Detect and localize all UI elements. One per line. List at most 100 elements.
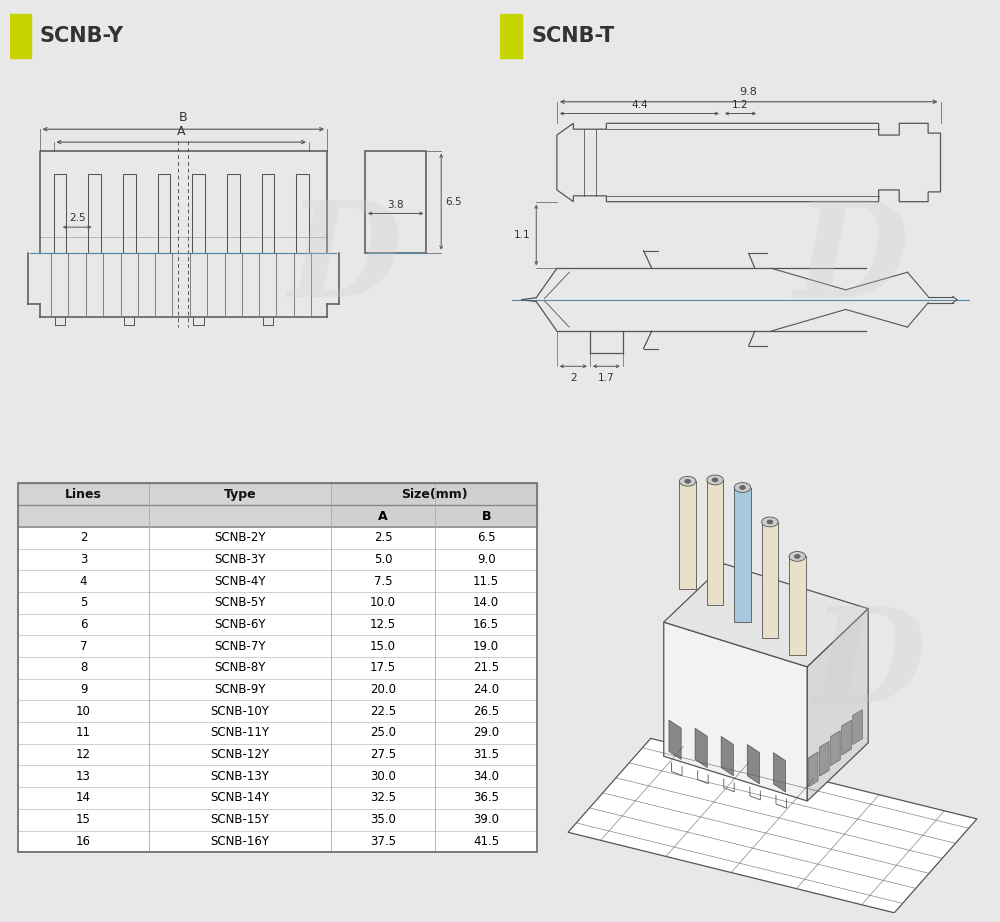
Bar bbox=[365, 151, 426, 253]
Bar bbox=[18, 701, 537, 722]
Text: 9.8: 9.8 bbox=[740, 87, 758, 97]
Bar bbox=[18, 765, 537, 787]
Bar bbox=[192, 174, 205, 253]
Bar bbox=[18, 657, 537, 679]
Text: 16: 16 bbox=[76, 834, 91, 848]
Polygon shape bbox=[721, 737, 733, 775]
Text: D: D bbox=[288, 196, 402, 325]
Text: 5.0: 5.0 bbox=[374, 553, 392, 566]
Bar bbox=[18, 549, 537, 570]
Bar bbox=[500, 15, 522, 57]
Text: 19.0: 19.0 bbox=[473, 640, 499, 653]
Bar bbox=[734, 488, 751, 621]
Text: 14.0: 14.0 bbox=[473, 597, 499, 609]
Text: SCNB-16Y: SCNB-16Y bbox=[211, 834, 270, 848]
Polygon shape bbox=[808, 751, 818, 786]
Polygon shape bbox=[773, 752, 786, 792]
Text: 10.0: 10.0 bbox=[370, 597, 396, 609]
Polygon shape bbox=[664, 564, 868, 667]
Text: SCNB-4Y: SCNB-4Y bbox=[214, 574, 266, 587]
Bar bbox=[262, 174, 274, 253]
Bar bbox=[18, 744, 537, 765]
Text: 17.5: 17.5 bbox=[370, 661, 396, 674]
Bar bbox=[18, 614, 537, 635]
Text: SCNB-9Y: SCNB-9Y bbox=[214, 683, 266, 696]
Text: 12: 12 bbox=[76, 748, 91, 761]
Text: 25.0: 25.0 bbox=[370, 727, 396, 739]
Text: 30.0: 30.0 bbox=[370, 770, 396, 783]
Text: 7: 7 bbox=[80, 640, 87, 653]
Text: A: A bbox=[378, 510, 388, 523]
Bar bbox=[789, 556, 806, 655]
Text: 8: 8 bbox=[80, 661, 87, 674]
Text: 34.0: 34.0 bbox=[473, 770, 499, 783]
Text: 20.0: 20.0 bbox=[370, 683, 396, 696]
Polygon shape bbox=[820, 741, 829, 776]
Bar bbox=[331, 505, 435, 526]
Text: 6: 6 bbox=[80, 618, 87, 631]
Text: 36.5: 36.5 bbox=[473, 791, 499, 805]
Ellipse shape bbox=[679, 477, 696, 486]
Bar bbox=[296, 174, 309, 253]
Text: B: B bbox=[179, 112, 188, 124]
Text: 2.5: 2.5 bbox=[69, 213, 86, 223]
Text: SCNB-10Y: SCNB-10Y bbox=[211, 704, 269, 717]
Text: 9: 9 bbox=[80, 683, 87, 696]
Text: 29.0: 29.0 bbox=[473, 727, 499, 739]
Polygon shape bbox=[807, 609, 868, 801]
Bar bbox=[88, 174, 101, 253]
Polygon shape bbox=[664, 622, 807, 801]
Text: A: A bbox=[177, 125, 185, 138]
Text: 24.0: 24.0 bbox=[473, 683, 499, 696]
Text: D: D bbox=[811, 602, 925, 731]
Bar bbox=[227, 174, 240, 253]
Text: 35.0: 35.0 bbox=[370, 813, 396, 826]
Polygon shape bbox=[669, 720, 681, 760]
Bar bbox=[331, 483, 537, 505]
Text: 1.2: 1.2 bbox=[732, 100, 749, 110]
Text: 2: 2 bbox=[80, 531, 87, 544]
Text: 15.0: 15.0 bbox=[370, 640, 396, 653]
Bar bbox=[18, 809, 537, 831]
Bar bbox=[762, 522, 778, 638]
Text: 4.4: 4.4 bbox=[631, 100, 648, 110]
Text: SCNB-14Y: SCNB-14Y bbox=[211, 791, 270, 805]
Text: 13: 13 bbox=[76, 770, 91, 783]
Bar bbox=[18, 635, 537, 657]
Ellipse shape bbox=[740, 486, 745, 490]
Text: 31.5: 31.5 bbox=[473, 748, 499, 761]
Polygon shape bbox=[747, 744, 759, 784]
Bar bbox=[18, 787, 537, 809]
Text: 2.5: 2.5 bbox=[374, 531, 392, 544]
Text: 10: 10 bbox=[76, 704, 91, 717]
Bar bbox=[10, 15, 31, 57]
Bar bbox=[18, 592, 537, 614]
Polygon shape bbox=[568, 739, 977, 913]
Text: SCNB-15Y: SCNB-15Y bbox=[211, 813, 269, 826]
Text: 11: 11 bbox=[76, 727, 91, 739]
Text: Type: Type bbox=[224, 488, 256, 501]
Ellipse shape bbox=[712, 478, 718, 482]
Ellipse shape bbox=[734, 482, 751, 492]
Text: 39.0: 39.0 bbox=[473, 813, 499, 826]
Text: 9.0: 9.0 bbox=[477, 553, 495, 566]
Text: 11.5: 11.5 bbox=[473, 574, 499, 587]
Text: 3: 3 bbox=[80, 553, 87, 566]
Text: SCNB-5Y: SCNB-5Y bbox=[214, 597, 266, 609]
Ellipse shape bbox=[767, 520, 773, 524]
Text: 21.5: 21.5 bbox=[473, 661, 499, 674]
Text: 14: 14 bbox=[76, 791, 91, 805]
Text: 32.5: 32.5 bbox=[370, 791, 396, 805]
Bar bbox=[158, 174, 170, 253]
Text: 4: 4 bbox=[80, 574, 87, 587]
Text: 6.5: 6.5 bbox=[445, 196, 462, 207]
Bar bbox=[18, 570, 537, 592]
Bar bbox=[679, 481, 696, 588]
Text: SCNB-T: SCNB-T bbox=[531, 26, 614, 46]
Ellipse shape bbox=[789, 551, 806, 561]
Bar bbox=[18, 831, 537, 852]
Polygon shape bbox=[853, 710, 862, 744]
Text: 2: 2 bbox=[570, 373, 577, 384]
Bar bbox=[707, 480, 723, 605]
Text: Size(mm): Size(mm) bbox=[401, 488, 467, 501]
